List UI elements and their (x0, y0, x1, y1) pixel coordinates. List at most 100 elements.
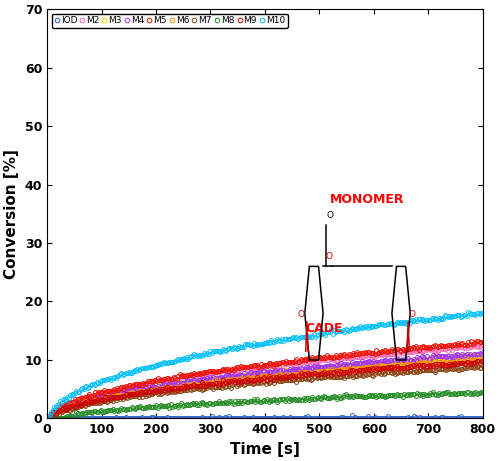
M6 (412, 363, 418, 368)
M3 (44, 415, 50, 420)
Y-axis label: Conversion [%]: Conversion [%] (4, 149, 19, 279)
M7 (440, 366, 446, 372)
X-axis label: Time [s]: Time [s] (230, 442, 300, 457)
M8 (304, 396, 310, 401)
M10 (304, 333, 310, 338)
Text: O: O (297, 310, 304, 319)
M5 (480, 339, 486, 345)
M2 (310, 358, 316, 364)
M8 (480, 390, 486, 395)
M3 (440, 356, 446, 362)
Line: M3: M3 (45, 352, 484, 420)
M10 (465, 310, 471, 315)
Text: O: O (326, 211, 334, 219)
M8 (44, 415, 50, 421)
M9 (310, 370, 316, 376)
M10 (302, 334, 308, 339)
M8 (312, 396, 318, 402)
M6 (44, 415, 50, 420)
IOD (414, 416, 420, 421)
M10 (439, 315, 445, 320)
M2 (472, 343, 478, 348)
M4 (46, 416, 52, 421)
M10 (412, 318, 418, 323)
M2 (480, 343, 486, 348)
M10 (44, 415, 50, 421)
M6 (312, 371, 318, 376)
M9 (46, 415, 52, 421)
M7 (480, 363, 486, 369)
Line: M5: M5 (45, 339, 484, 420)
Line: M10: M10 (45, 310, 484, 420)
IOD (312, 416, 318, 421)
M3 (305, 366, 311, 372)
M5 (305, 355, 311, 361)
M5 (440, 343, 446, 349)
M6 (304, 369, 310, 375)
M8 (47, 416, 53, 421)
IOD (47, 415, 53, 420)
M6 (480, 357, 486, 362)
M5 (47, 414, 53, 420)
M5 (312, 355, 318, 361)
M6 (440, 360, 446, 366)
M9 (302, 371, 308, 377)
M6 (46, 416, 52, 421)
Text: O: O (326, 252, 332, 260)
M2 (44, 416, 50, 421)
M3 (312, 365, 318, 371)
M6 (47, 416, 53, 421)
Line: M4: M4 (45, 350, 484, 420)
M10 (480, 310, 486, 316)
Line: M7: M7 (45, 364, 484, 420)
Line: M8: M8 (45, 390, 484, 420)
M9 (44, 416, 50, 421)
Text: CADE: CADE (305, 322, 343, 335)
M4 (47, 414, 53, 420)
Line: M2: M2 (45, 343, 484, 420)
M4 (312, 364, 318, 370)
M7 (305, 376, 311, 381)
M5 (46, 416, 52, 421)
M4 (440, 354, 446, 359)
M9 (304, 372, 310, 377)
M2 (46, 416, 52, 421)
M3 (412, 356, 418, 362)
IOD (304, 416, 310, 421)
M7 (412, 368, 418, 374)
M7 (47, 416, 53, 421)
IOD (442, 415, 448, 421)
IOD (480, 415, 486, 420)
IOD (46, 416, 52, 421)
IOD (305, 413, 311, 419)
M9 (412, 363, 418, 369)
M9 (480, 358, 486, 363)
M6 (478, 356, 484, 361)
M7 (312, 374, 318, 380)
Text: MONOMER: MONOMER (330, 193, 404, 206)
Line: M9: M9 (45, 359, 484, 420)
M5 (412, 343, 418, 349)
Line: M6: M6 (45, 357, 484, 420)
M4 (44, 415, 50, 421)
M2 (302, 359, 308, 365)
M3 (47, 414, 53, 420)
M8 (412, 393, 418, 398)
IOD (44, 415, 50, 421)
M3 (46, 416, 52, 421)
M2 (412, 348, 418, 353)
M8 (465, 389, 471, 395)
M4 (304, 364, 310, 370)
M3 (478, 351, 484, 357)
M8 (440, 390, 446, 396)
IOD (348, 412, 354, 418)
M8 (305, 396, 311, 401)
M7 (44, 414, 50, 420)
Text: O: O (408, 310, 416, 319)
M10 (310, 331, 316, 337)
Legend: IOD, M2, M3, M4, M5, M6, M7, M8, M9, M10: IOD, M2, M3, M4, M5, M6, M7, M8, M9, M10 (52, 14, 288, 28)
M5 (44, 415, 50, 421)
M2 (439, 345, 445, 350)
M4 (412, 357, 418, 363)
M8 (46, 416, 52, 421)
